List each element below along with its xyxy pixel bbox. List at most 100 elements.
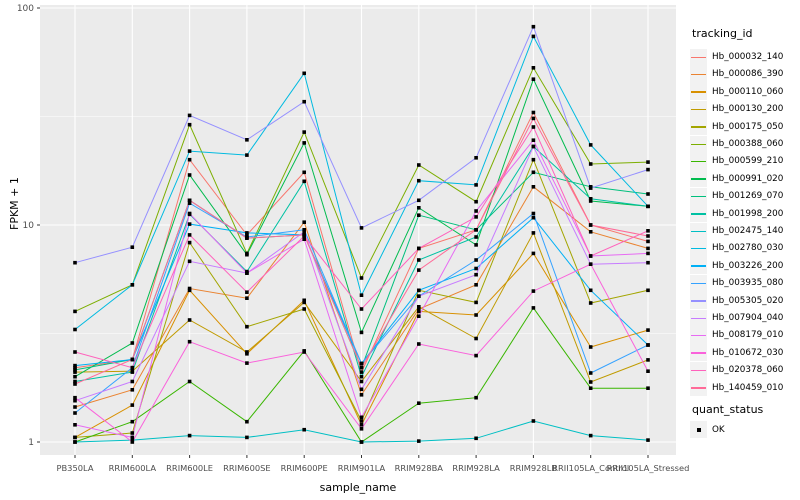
data-point-Hb_010672_030	[187, 339, 192, 344]
legend-line-icon	[691, 91, 706, 93]
data-point-Hb_005305_020	[646, 167, 650, 172]
data-point-Hb_002475_140	[359, 440, 364, 444]
x-tick-label: RRII105LA_Stressed	[607, 463, 690, 473]
data-point-Hb_005305_020	[474, 156, 478, 160]
data-point-Hb_000130_200	[73, 370, 77, 374]
data-point-Hb_000388_060	[588, 162, 593, 166]
data-point-Hb_002475_140	[474, 436, 478, 441]
data-point-Hb_002475_140	[531, 419, 536, 423]
legend-item-label: Hb_002780_030	[712, 243, 784, 254]
data-point-Hb_008179_010	[646, 251, 650, 256]
data-point-Hb_001998_200	[474, 235, 478, 239]
data-point-Hb_001269_070	[73, 368, 77, 372]
data-point-Hb_000388_060	[417, 163, 421, 167]
legend-item-label: Hb_003935_080	[712, 278, 784, 289]
data-point-Hb_002780_030	[245, 153, 249, 157]
legend-line-icon	[691, 247, 706, 250]
data-point-Hb_001998_200	[359, 374, 364, 379]
legend-key-swatch	[690, 292, 707, 310]
data-point-Hb_000086_390	[646, 246, 650, 251]
data-point-Hb_000175_050	[531, 157, 536, 162]
data-point-Hb_008179_010	[302, 237, 306, 241]
x-tick-label: RRIM901LA	[338, 463, 386, 473]
legend-item-Hb_000086_390: Hb_000086_390	[690, 65, 783, 83]
data-point-Hb_000110_060	[474, 313, 478, 317]
data-point-Hb_002475_140	[73, 440, 77, 444]
legend-line-icon	[691, 317, 706, 320]
data-point-Hb_000175_050	[646, 288, 650, 293]
data-point-Hb_000388_060	[646, 160, 650, 164]
legend-item-label: Hb_020378_060	[712, 365, 784, 376]
data-point-Hb_140459_010	[646, 234, 650, 238]
data-point-Hb_010672_030	[646, 369, 650, 373]
data-point-Hb_002475_140	[417, 439, 421, 443]
data-point-Hb_000991_020	[531, 77, 536, 81]
data-point-Hb_000991_020	[588, 199, 593, 203]
legend-line-icon	[691, 387, 706, 389]
data-point-Hb_002475_140	[130, 438, 135, 442]
legend-key-swatch	[690, 326, 707, 344]
data-point-Hb_005305_020	[245, 138, 249, 142]
data-point-Hb_007904_040	[531, 144, 536, 149]
data-point-Hb_003226_200	[187, 222, 192, 226]
data-point-Hb_140459_010	[531, 116, 536, 121]
data-point-Hb_000599_210	[646, 386, 650, 390]
data-point-Hb_000032_140	[359, 370, 364, 374]
legend-item-Hb_002475_140: Hb_002475_140	[690, 222, 783, 240]
legend-key-swatch	[690, 205, 707, 223]
data-point-Hb_010672_030	[474, 353, 478, 358]
data-point-Hb_140459_010	[73, 382, 77, 386]
data-point-Hb_005305_020	[588, 186, 593, 190]
data-point-Hb_002475_140	[245, 435, 249, 440]
data-point-Hb_003226_200	[245, 231, 249, 235]
data-point-Hb_003935_080	[302, 228, 306, 232]
legend-item-label: Hb_000032_140	[712, 52, 784, 62]
legend-key-swatch	[690, 135, 707, 153]
data-point-Hb_000130_200	[245, 350, 249, 354]
data-point-Hb_010672_030	[588, 262, 593, 266]
legend-key-swatch	[690, 118, 707, 136]
legend-line-icon	[691, 369, 706, 372]
legend-item-Hb_008179_010: Hb_008179_010	[690, 326, 784, 344]
data-point-Hb_008179_010	[187, 211, 192, 216]
data-point-Hb_000599_210	[130, 419, 135, 424]
data-point-Hb_000991_020	[417, 206, 421, 210]
data-point-Hb_140459_010	[130, 357, 135, 362]
legend-item-Hb_020378_060: Hb_020378_060	[690, 361, 784, 379]
data-point-Hb_000991_020	[474, 243, 478, 247]
legend-item-Hb_140459_010: Hb_140459_010	[690, 379, 784, 397]
legend-item-Hb_007904_040: Hb_007904_040	[690, 309, 784, 327]
data-point-Hb_010672_030	[130, 440, 135, 444]
data-point-Hb_000388_060	[302, 130, 306, 134]
y-axis-title: FPKM + 1	[8, 177, 21, 230]
legend-key-swatch	[690, 361, 707, 379]
data-point-Hb_001269_070	[646, 192, 650, 196]
data-point-Hb_007904_040	[417, 294, 421, 298]
data-point-Hb_000130_200	[531, 231, 536, 235]
data-point-Hb_002780_030	[474, 183, 478, 187]
legend-item-Hb_000130_200: Hb_000130_200	[690, 100, 783, 118]
legend-item-label: Hb_000388_060	[712, 139, 784, 149]
legend-item-label: Hb_005305_020	[712, 295, 784, 306]
data-point-Hb_007904_040	[474, 272, 478, 277]
data-point-Hb_000086_390	[245, 296, 249, 300]
data-point-Hb_002780_030	[531, 34, 536, 39]
data-point-Hb_020378_060	[417, 246, 421, 251]
data-point-Hb_140459_010	[187, 198, 192, 203]
data-point-Hb_000991_020	[73, 374, 77, 379]
legend-item-Hb_000388_060: Hb_000388_060	[690, 135, 784, 153]
legend-key-swatch	[690, 257, 707, 275]
data-point-Hb_000110_060	[359, 423, 364, 427]
data-point-Hb_010672_030	[245, 361, 249, 365]
legend-item-label: Hb_007904_040	[712, 313, 784, 323]
data-point-Hb_140459_010	[588, 223, 593, 227]
legend-item-label: Hb_008179_010	[712, 330, 784, 341]
legend-item-label: Hb_003226_200	[712, 260, 784, 271]
legend-line-icon	[691, 334, 706, 337]
legend-line-icon	[691, 265, 706, 267]
legend-item-label: Hb_140459_010	[712, 382, 784, 393]
data-point-Hb_002780_030	[130, 283, 135, 287]
legend-item-Hb_001998_200: Hb_001998_200	[690, 205, 783, 223]
data-point-Hb_003935_080	[359, 361, 364, 366]
data-point-Hb_002780_030	[359, 293, 364, 297]
